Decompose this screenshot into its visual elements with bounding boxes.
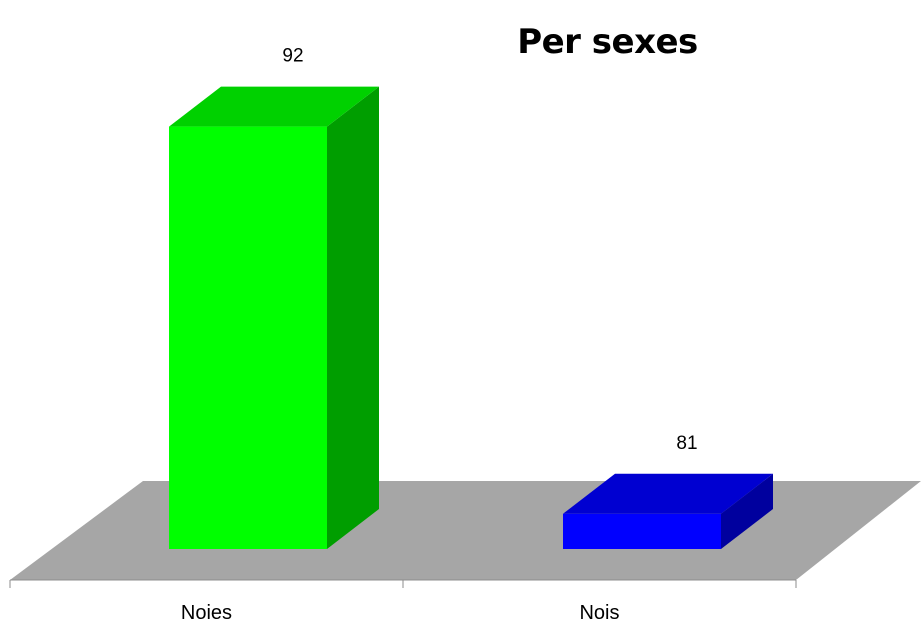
data-label: 92 [282,46,303,67]
bar-side-face [327,86,379,549]
category-label: Noies [181,602,232,624]
bar-top-face [563,473,773,514]
bar-side-face [721,473,773,549]
bar-front-face [169,126,327,549]
chart-title: Per sexes [517,22,698,62]
bar-front-face [563,513,721,549]
chart-floor [10,481,921,580]
bar-noies [169,86,379,549]
data-label: 81 [676,433,697,454]
bar-top-face [169,86,379,127]
bar-nois [563,473,773,549]
category-label: Nois [579,602,619,624]
